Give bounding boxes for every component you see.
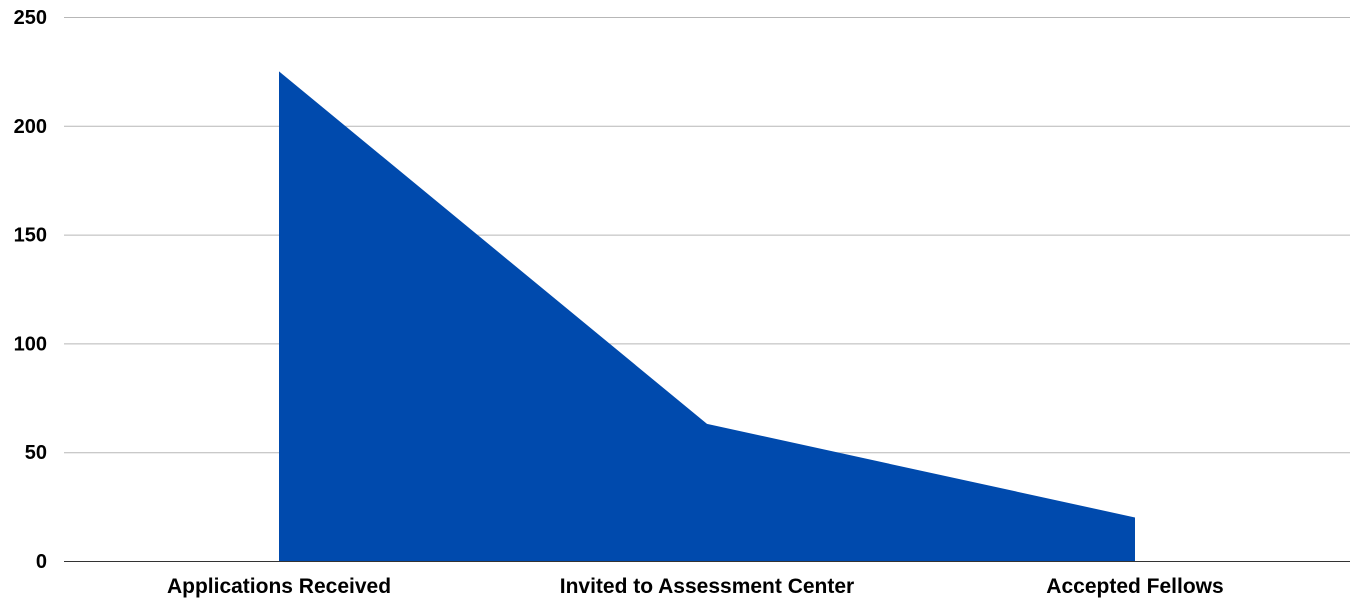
y-axis-tick-labels: 0 50 100 150 200 250	[14, 7, 47, 573]
x-axis-category-labels: Applications Received Invited to Assessme…	[167, 575, 1224, 598]
y-tick-label: 250	[14, 7, 47, 29]
gridlines	[64, 17, 1350, 454]
y-tick-label: 200	[14, 116, 47, 138]
area-series-0	[279, 71, 1135, 562]
y-tick-label: 50	[25, 442, 47, 464]
x-category-label: Invited to Assessment Center	[560, 575, 854, 598]
y-tick-label: 100	[14, 333, 47, 355]
y-tick-label: 150	[14, 225, 47, 247]
x-category-label: Applications Received	[167, 575, 391, 598]
series-areas	[279, 71, 1135, 562]
y-tick-label: 0	[36, 551, 47, 573]
x-category-label: Accepted Fellows	[1046, 575, 1223, 598]
